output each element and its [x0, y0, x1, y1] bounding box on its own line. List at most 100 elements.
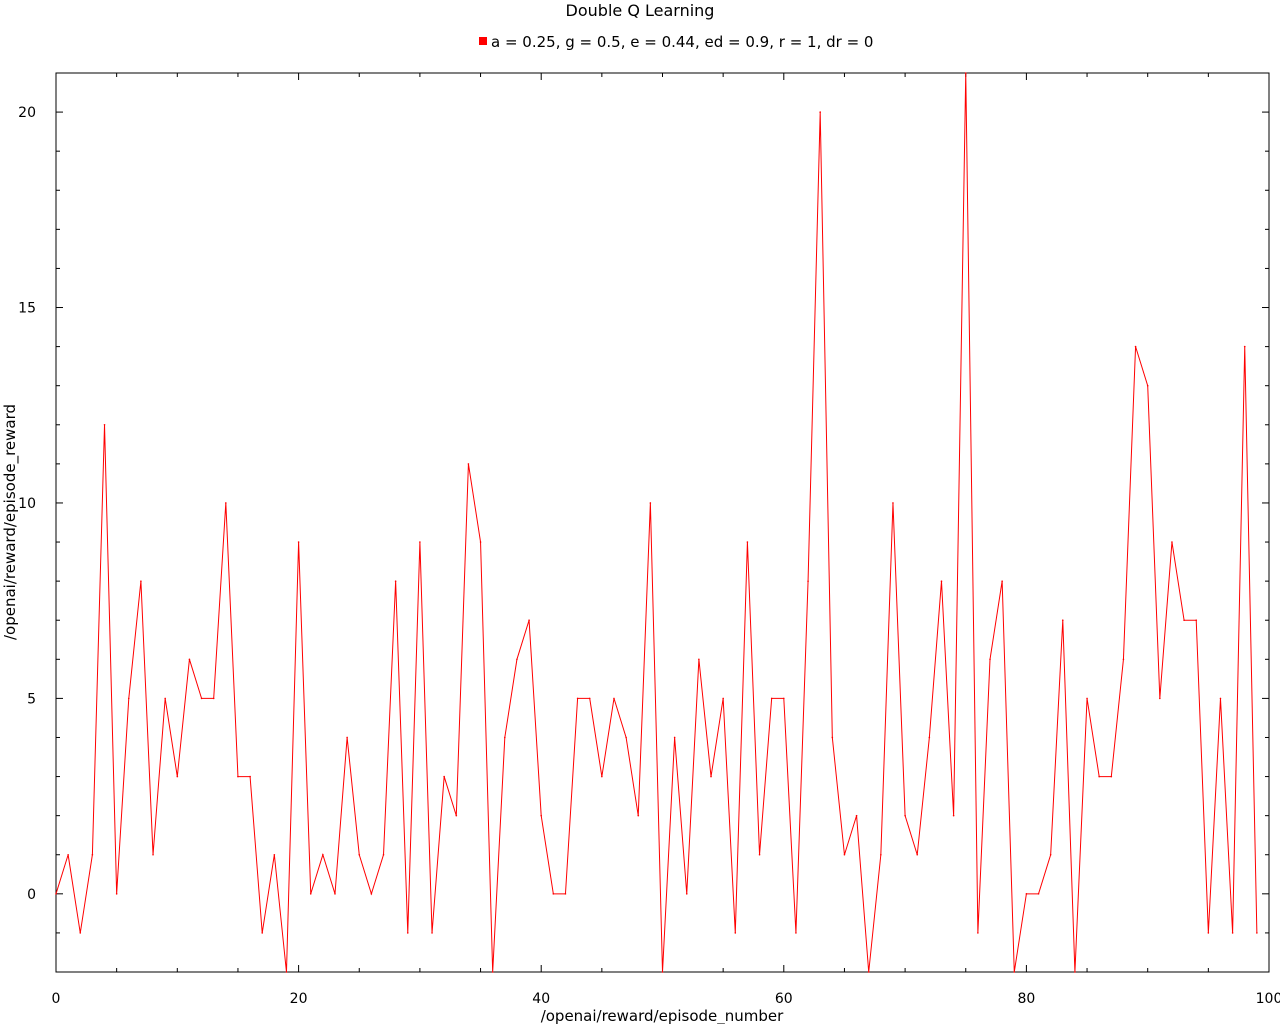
data-point [1110, 775, 1113, 778]
data-point [819, 111, 821, 113]
data-point [880, 853, 882, 856]
data-point [673, 736, 676, 739]
data-point [613, 697, 615, 700]
data-point [115, 893, 118, 895]
data-point [358, 853, 361, 856]
data-point [892, 502, 894, 504]
data-point [322, 853, 324, 856]
data-point [795, 932, 797, 934]
data-point [722, 697, 724, 700]
y-tick-label: 5 [27, 691, 36, 707]
x-axis-label: /openai/reward/episode_number [541, 1007, 784, 1024]
data-point [867, 971, 870, 973]
data-point [1146, 384, 1149, 387]
x-tick-label: 80 [1017, 991, 1035, 1007]
data-point [382, 853, 385, 856]
data-point [661, 971, 664, 973]
data-point [164, 697, 166, 700]
data-point [637, 814, 640, 817]
data-point [552, 893, 555, 895]
data-point [576, 697, 579, 700]
data-point [261, 932, 264, 934]
data-point [1207, 932, 1210, 934]
data-point [649, 502, 652, 504]
data-point [273, 853, 276, 856]
data-point [746, 541, 749, 543]
data-points [55, 72, 1258, 973]
data-point [1134, 345, 1137, 348]
data-point [1013, 971, 1016, 973]
axis-ticks [55, 72, 1270, 973]
data-point [904, 814, 906, 817]
data-point [710, 775, 712, 778]
data-point [843, 853, 846, 856]
data-point [212, 697, 215, 700]
data-point [1001, 580, 1003, 582]
y-tick-label: 0 [27, 887, 36, 903]
data-point [831, 736, 834, 739]
data-point [140, 580, 142, 582]
x-tick-label: 20 [290, 991, 308, 1007]
data-point [467, 463, 470, 465]
legend-swatch [479, 37, 487, 45]
data-point [67, 853, 69, 856]
axis-tick-labels: 0 20 40 60 80 100 0 5 10 15 20 [18, 105, 1280, 1007]
data-point [419, 541, 421, 543]
data-point [1086, 697, 1088, 700]
legend-label: a = 0.25, g = 0.5, e = 0.44, ed = 0.9, r… [491, 33, 873, 51]
data-point [152, 853, 154, 856]
data-point [1025, 893, 1028, 895]
data-point [249, 775, 251, 778]
data-point [1183, 619, 1185, 622]
data-point [79, 932, 82, 934]
data-point [127, 697, 130, 700]
data-point [491, 971, 494, 973]
data-point [783, 697, 785, 700]
data-point [758, 853, 761, 856]
data-point [188, 658, 191, 661]
data-point [734, 932, 737, 934]
data-point [685, 893, 688, 895]
data-point [297, 541, 300, 543]
data-point [309, 893, 312, 895]
x-tick-label: 40 [532, 991, 550, 1007]
data-point [855, 814, 858, 817]
y-tick-label: 10 [18, 496, 36, 512]
data-point [952, 814, 955, 817]
data-point [55, 893, 57, 895]
data-point [455, 814, 458, 817]
data-point [176, 775, 179, 778]
data-point [431, 932, 433, 934]
data-point [564, 893, 567, 895]
data-point [370, 893, 373, 895]
data-point [1171, 541, 1173, 543]
data-point [346, 736, 348, 739]
x-tick-label: 100 [1256, 991, 1280, 1007]
data-point [406, 932, 409, 934]
data-point [1219, 697, 1222, 700]
data-point [916, 853, 919, 856]
y-axis-label: /openai/reward/episode_reward [1, 404, 20, 640]
data-point [285, 971, 288, 973]
data-point [225, 502, 227, 504]
data-point [1195, 619, 1198, 622]
data-point [770, 697, 773, 700]
data-point [964, 72, 967, 74]
data-point [1122, 658, 1125, 661]
data-point [516, 658, 518, 661]
y-tick-label: 20 [18, 105, 36, 121]
data-point [443, 775, 445, 778]
series-line [55, 72, 1258, 973]
data-point [940, 580, 943, 582]
data-point [1098, 775, 1100, 778]
x-tick-label: 60 [775, 991, 793, 1007]
data-point [528, 619, 530, 622]
data-point [1061, 619, 1064, 622]
data-point [1159, 697, 1161, 700]
data-point [540, 814, 542, 817]
data-point [1049, 853, 1052, 856]
data-point [504, 736, 506, 739]
data-point [334, 893, 336, 895]
data-point [200, 697, 203, 700]
